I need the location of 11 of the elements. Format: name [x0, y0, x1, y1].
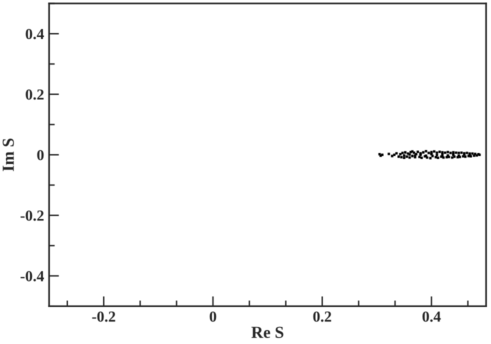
- x-tick-label: 0: [210, 311, 216, 322]
- y-axis-title: Im S: [2, 138, 14, 172]
- x-tick-label: -0.2: [92, 311, 116, 322]
- x-tick-label: 0.2: [313, 311, 332, 322]
- x-tick-label: 0.4: [422, 311, 441, 322]
- x-axis-title: Re S: [251, 326, 284, 338]
- y-tick-label: -0.4: [20, 271, 44, 282]
- y-tick-label: -0.2: [20, 210, 44, 221]
- y-tick-label: 0.2: [26, 89, 44, 100]
- y-tick-label: 0.4: [26, 28, 44, 40]
- y-tick-label: 0: [37, 150, 44, 160]
